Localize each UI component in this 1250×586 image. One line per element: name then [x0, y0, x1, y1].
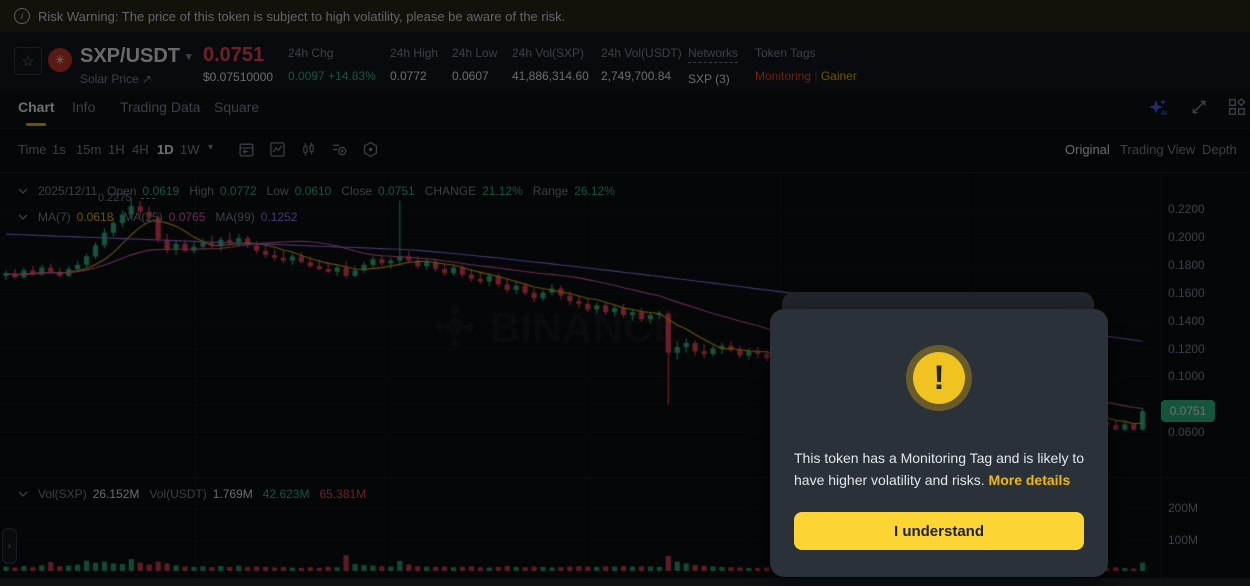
more-details-link[interactable]: More details: [988, 472, 1071, 488]
monitoring-tag-modal: ! This token has a Monitoring Tag and is…: [770, 309, 1108, 577]
warning-icon: !: [906, 345, 972, 411]
i-understand-button[interactable]: I understand: [794, 512, 1084, 550]
modal-message: This token has a Monitoring Tag and is l…: [794, 450, 1085, 488]
